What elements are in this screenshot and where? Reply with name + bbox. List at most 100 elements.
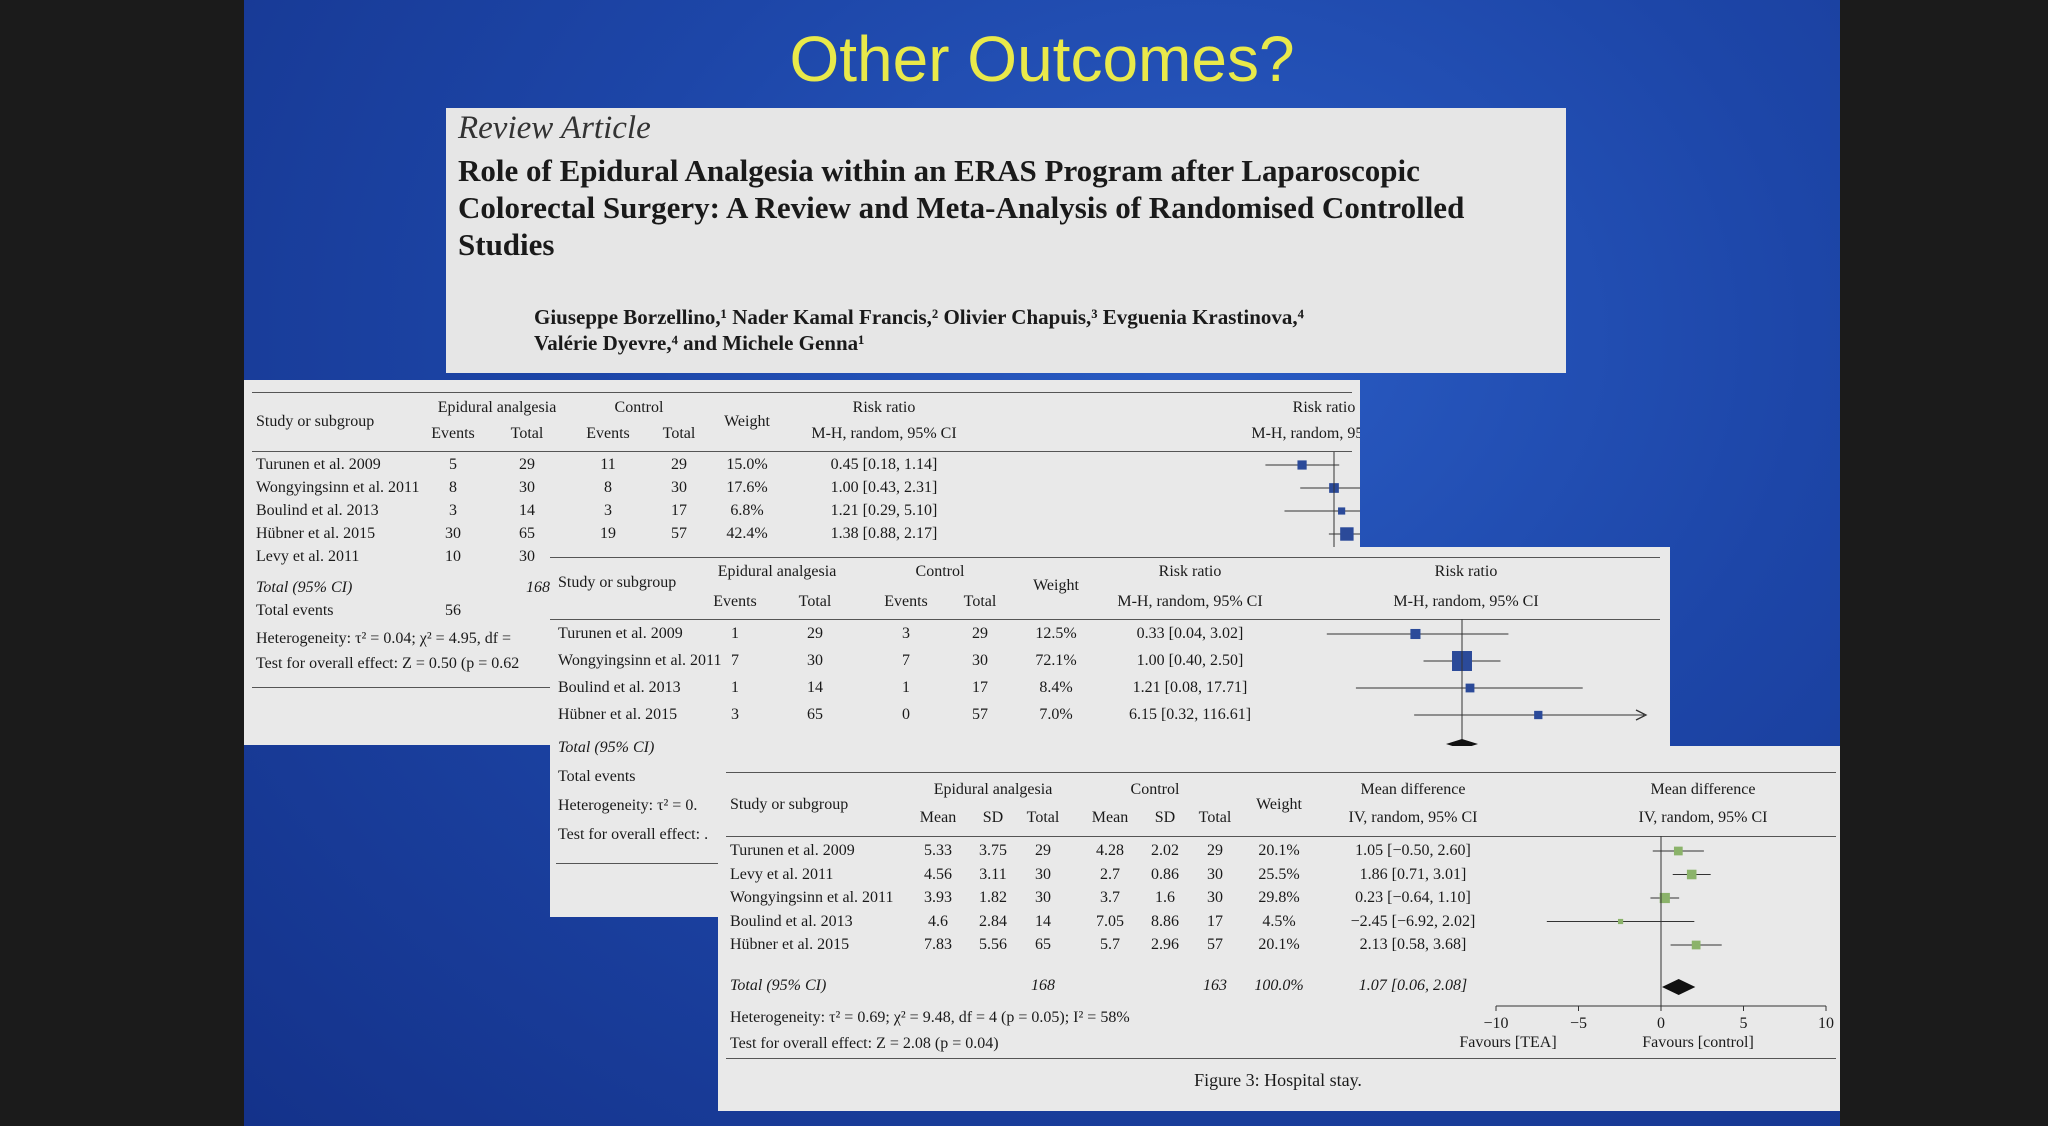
- table-row-study: Wongyingsinn et al. 2011: [558, 652, 722, 669]
- table-row-study: Boulind et al. 2013: [730, 912, 853, 930]
- table-row-epidural-total: 14: [1035, 912, 1051, 930]
- table-row-epidural-mean: 4.56: [924, 865, 952, 883]
- table-row-ci: 0.23 [−0.64, 1.10]: [1355, 889, 1471, 906]
- table-row-weight: 20.1%: [1258, 842, 1300, 859]
- header-risk-ratio-plot: Risk ratio: [1434, 563, 1498, 580]
- table-row-control-events: 11: [600, 456, 616, 473]
- header-epidural: Epidural analgesia: [717, 563, 837, 580]
- header-method: IV, random, 95% CI: [1348, 809, 1478, 826]
- table-row-weight: 8.4%: [1039, 679, 1073, 696]
- table-row-ci: 1.38 [0.88, 2.17]: [830, 525, 938, 542]
- point-estimate-marker: [1465, 683, 1475, 693]
- table-row-study: Turunen et al. 2009: [730, 842, 855, 859]
- table-row-control-events: 0: [902, 706, 910, 723]
- table-row-study: Levy et al. 2011: [256, 548, 360, 565]
- header-events: Events: [713, 593, 757, 610]
- table-row-weight: 4.5%: [1262, 912, 1296, 930]
- table-row-weight: 15.0%: [726, 456, 768, 473]
- table-row-epidural-events: 1: [731, 625, 739, 642]
- forest-plot-3: −10 −5 0 5 10: [1483, 836, 1834, 1032]
- table-row-study: Levy et al. 2011: [730, 865, 834, 883]
- table-row-epidural-events: 10: [445, 548, 461, 565]
- table-row-control-mean: 2.7: [1100, 865, 1120, 883]
- header-epidural: Epidural analgesia: [437, 399, 557, 416]
- header-weight: Weight: [724, 413, 770, 430]
- x-axis-tick-label: −5: [1570, 1015, 1587, 1032]
- header-study: Study or subgroup: [256, 413, 375, 430]
- table-row-weight: 17.6%: [726, 479, 768, 496]
- table-row-control-total: 29: [671, 456, 687, 473]
- point-estimate-marker: [1410, 628, 1421, 640]
- table-row-study: Boulind et al. 2013: [558, 679, 681, 696]
- header-method: M-H, random, 95% CI: [1117, 593, 1263, 610]
- favours-left: Favours [TEA]: [1459, 1034, 1557, 1051]
- point-estimate-marker: [1691, 940, 1701, 950]
- table-row-epidural-events: 8: [449, 479, 457, 496]
- header-method-plot: M-H, random, 95% CI: [1393, 593, 1539, 610]
- total-control: 163: [1203, 977, 1227, 994]
- header-control: Control: [915, 563, 965, 580]
- events-label: Total events: [256, 602, 334, 619]
- point-estimate-marker: [1673, 846, 1683, 856]
- table-row-epidural-total: 30: [1035, 889, 1051, 906]
- table-row-control-sd: 2.02: [1151, 842, 1179, 859]
- table-row-control-total: 30: [972, 652, 988, 669]
- table-row-epidural-total: 29: [807, 625, 823, 642]
- table-row-epidural-mean: 7.83: [924, 936, 952, 953]
- table-row-weight: 12.5%: [1035, 625, 1077, 642]
- table-row-study: Wongyingsinn et al. 2011: [730, 889, 894, 906]
- table-row-control-total: 30: [671, 479, 687, 496]
- forest-plot-1: [1265, 452, 1360, 550]
- table-row-control-events: 19: [600, 525, 616, 542]
- table-row-ci: 1.86 [0.71, 3.01]: [1359, 865, 1467, 883]
- point-estimate-marker: [1659, 892, 1670, 904]
- table-row-ci: 1.00 [0.40, 2.50]: [1136, 652, 1244, 669]
- table-row-epidural-events: 7: [731, 652, 739, 669]
- slide-title: Other Outcomes?: [789, 23, 1295, 95]
- table-row-epidural-mean: 5.33: [924, 842, 952, 859]
- overall-effect: Test for overall effect: .: [558, 826, 709, 843]
- table-row-control-sd: 1.6: [1155, 889, 1175, 906]
- header-study: Study or subgroup: [730, 796, 849, 813]
- table-row-epidural-total: 65: [519, 525, 535, 542]
- table-row-epidural-total: 30: [1035, 865, 1051, 883]
- article-type-label: Review Article: [458, 110, 651, 146]
- table-row-epidural-total: 29: [1035, 842, 1051, 859]
- x-axis-tick-label: 5: [1740, 1015, 1748, 1032]
- heterogeneity: Heterogeneity: τ² = 0.: [558, 797, 698, 814]
- header-mean: Mean: [919, 809, 957, 826]
- total-epidural: 168: [1031, 977, 1055, 994]
- table-row-control-total: 17: [972, 679, 988, 696]
- table-row-ci: 6.15 [0.32, 116.61]: [1128, 706, 1252, 723]
- header-c-sd: SD: [1154, 809, 1176, 826]
- total-label: Total (95% CI): [256, 579, 353, 596]
- point-estimate-marker: [1617, 918, 1624, 925]
- table-row-control-total: 57: [1207, 936, 1223, 953]
- total-ci: 1.07 [0.06, 2.08]: [1358, 977, 1468, 994]
- overall-effect: Test for overall effect: Z = 0.50 (p = 0…: [256, 655, 520, 672]
- table-row-epidural-total: 65: [1035, 936, 1051, 953]
- header-sd: SD: [982, 809, 1004, 826]
- header-risk-ratio: Risk ratio: [1158, 563, 1222, 580]
- table-row-weight: 42.4%: [726, 525, 768, 542]
- table-row-study: Boulind et al. 2013: [256, 502, 379, 519]
- table-row-epidural-total: 30: [807, 652, 823, 669]
- overall-effect: Test for overall effect: Z = 2.08 (p = 0…: [730, 1035, 999, 1052]
- table-row-control-events: 3: [902, 625, 910, 642]
- header-weight: Weight: [1033, 577, 1079, 594]
- table-row-ci: −2.45 [−6.92, 2.02]: [1350, 912, 1476, 930]
- point-estimate-marker: [1297, 460, 1307, 470]
- table-row-weight: 6.8%: [730, 502, 764, 519]
- table-row-ci: 0.33 [0.04, 3.02]: [1136, 625, 1244, 642]
- table-row-control-sd: 2.96: [1151, 936, 1179, 953]
- table-row-epidural-mean: 4.6: [928, 912, 948, 930]
- authors-line-1: Giuseppe Borzellino,¹ Nader Kamal Franci…: [534, 305, 1304, 329]
- table-row-study: Hübner et al. 2015: [730, 936, 850, 953]
- header-mean-difference: Mean difference: [1360, 781, 1466, 798]
- header-risk-ratio: Risk ratio: [852, 399, 916, 416]
- figure-caption: Figure 3: Hospital stay.: [1194, 1070, 1362, 1090]
- table-row-ci: 0.45 [0.18, 1.14]: [830, 456, 938, 473]
- article-title: Role of Epidural Analgesia within an ERA…: [458, 153, 1465, 262]
- header-c-mean: Mean: [1091, 809, 1129, 826]
- table-row-epidural-sd: 2.84: [979, 912, 1007, 930]
